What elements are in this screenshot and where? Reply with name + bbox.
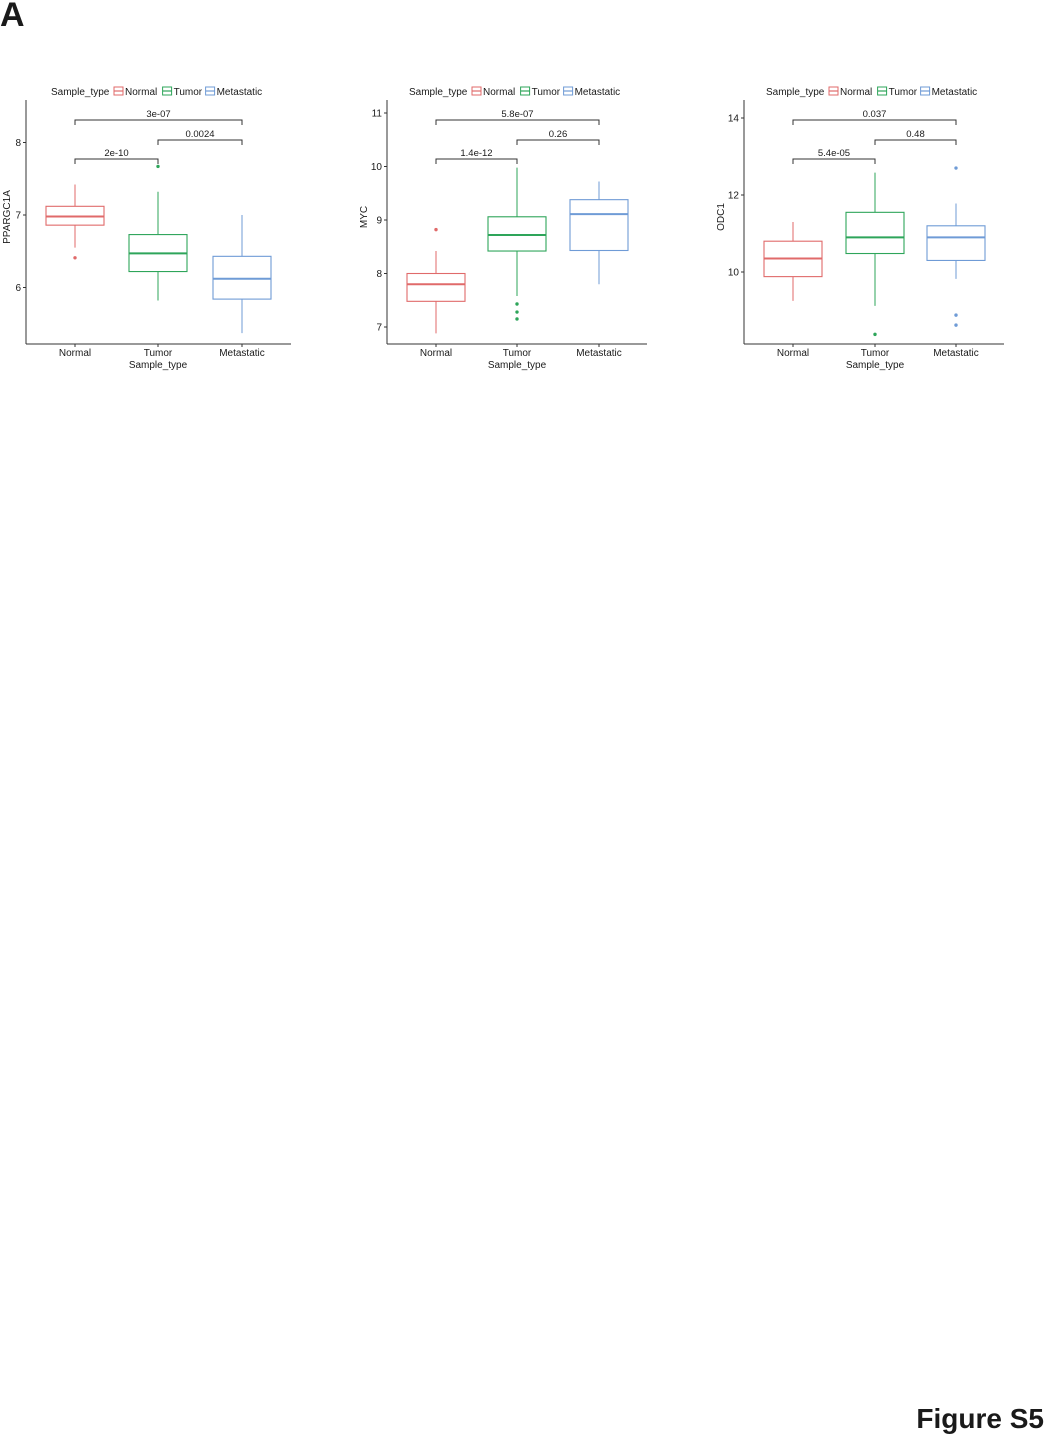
iqr-box xyxy=(569,199,629,252)
legend-label: Tumor xyxy=(174,87,203,98)
x-axis-label: Sample_type xyxy=(488,360,547,371)
outlier-point xyxy=(73,256,77,260)
legend: Sample_type Normal Tumor Metastatic xyxy=(766,86,978,98)
outlier-point xyxy=(873,332,877,337)
box-normal xyxy=(406,227,466,334)
outlier-point xyxy=(954,166,958,170)
p-value-label: 0.26 xyxy=(549,129,568,140)
legend: Sample_type Normal Tumor Metastatic xyxy=(51,86,263,98)
outlier-point xyxy=(954,313,958,317)
y-axis-label: PPARGC1A xyxy=(2,190,13,244)
x-tick-label: Tumor xyxy=(861,348,890,359)
x-tick-label: Tumor xyxy=(503,348,532,359)
legend-label: Normal xyxy=(483,87,515,98)
iqr-box xyxy=(406,272,466,302)
p-value-label: 5.4e-05 xyxy=(818,148,850,159)
legend-label: Tumor xyxy=(532,87,561,98)
legend-title: Sample_type xyxy=(766,87,825,98)
significance-bracket: 1.4e-12 xyxy=(435,148,518,164)
legend-key-normal: Normal xyxy=(471,86,515,98)
iqr-box xyxy=(926,225,986,262)
x-tick-label: Metastatic xyxy=(933,348,979,359)
y-tick-label: 11 xyxy=(372,109,383,120)
x-tick-label: Tumor xyxy=(144,348,173,359)
legend-label: Metastatic xyxy=(575,87,621,98)
significance-bracket: 0.0024 xyxy=(157,129,243,145)
box-tumor xyxy=(128,164,188,301)
legend-title: Sample_type xyxy=(51,87,110,98)
y-tick-label: 8 xyxy=(15,138,21,149)
significance-bracket: 3e-07 xyxy=(74,109,243,125)
legend-key-tumor: Tumor xyxy=(162,86,203,98)
p-value-label: 3e-07 xyxy=(146,109,170,120)
x-tick-label: Metastatic xyxy=(576,348,622,359)
legend-key-tumor: Tumor xyxy=(520,86,561,98)
p-value-label: 1.4e-12 xyxy=(460,148,492,159)
legend-label: Normal xyxy=(840,87,872,98)
box-metastatic xyxy=(569,181,629,285)
legend-label: Metastatic xyxy=(932,87,978,98)
x-tick-label: Normal xyxy=(420,348,452,359)
legend-title: Sample_type xyxy=(409,87,468,98)
significance-bracket: 0.48 xyxy=(874,129,957,145)
y-tick-label: 8 xyxy=(376,269,382,280)
boxplot-panels: Sample_type Normal Tumor Metastatic 6 7 8 PPARG… xyxy=(2,86,1004,371)
p-value-label: 5.8e-07 xyxy=(501,109,533,120)
significance-bracket: 5.8e-07 xyxy=(435,109,600,125)
y-tick-label: 12 xyxy=(728,191,740,202)
chart-myc: Sample_type Normal Tumor Metastatic 7 8 9 10 11 M… xyxy=(359,86,647,371)
iqr-box xyxy=(487,216,547,252)
x-tick-label: Normal xyxy=(777,348,809,359)
outlier-point xyxy=(954,323,958,327)
outlier-point xyxy=(515,317,519,321)
chart-odc1: Sample_type Normal Tumor Metastatic 10 12 14 OD… xyxy=(716,86,1004,371)
legend-key-metastatic: Metastatic xyxy=(920,86,978,98)
x-axis-label: Sample_type xyxy=(846,360,905,371)
p-value-label: 0.037 xyxy=(863,109,887,120)
outlier-point xyxy=(156,164,160,169)
iqr-box xyxy=(845,211,905,255)
y-axis-label: ODC1 xyxy=(716,203,727,231)
x-tick-label: Metastatic xyxy=(219,348,265,359)
y-tick-label: 10 xyxy=(371,162,383,173)
y-axis-label: MYC xyxy=(359,206,370,228)
box-tumor xyxy=(487,167,547,321)
legend-key-normal: Normal xyxy=(828,86,872,98)
p-value-label: 0.0024 xyxy=(185,129,214,140)
figure-label: Figure S5 xyxy=(916,1403,1044,1434)
legend: Sample_type Normal Tumor Metastatic xyxy=(409,86,621,98)
outlier-point xyxy=(515,302,519,306)
significance-bracket: 5.4e-05 xyxy=(792,148,876,164)
y-tick-label: 7 xyxy=(15,211,21,222)
iqr-box xyxy=(212,255,272,300)
x-axis-label: Sample_type xyxy=(129,360,188,371)
box-tumor xyxy=(845,172,905,337)
legend-label: Tumor xyxy=(889,87,918,98)
legend-key-metastatic: Metastatic xyxy=(563,86,621,98)
y-tick-label: 6 xyxy=(15,283,21,294)
legend-label: Metastatic xyxy=(217,87,263,98)
significance-bracket: 0.037 xyxy=(792,109,957,125)
box-normal xyxy=(45,184,105,260)
legend-label: Normal xyxy=(125,87,157,98)
significance-bracket: 0.26 xyxy=(516,129,600,145)
panel-label: A xyxy=(0,0,25,34)
y-tick-label: 10 xyxy=(728,268,740,279)
legend-key-tumor: Tumor xyxy=(877,86,918,98)
x-tick-label: Normal xyxy=(59,348,91,359)
box-normal xyxy=(763,221,823,301)
box-metastatic xyxy=(212,215,272,334)
y-tick-label: 14 xyxy=(728,114,740,125)
outlier-point xyxy=(434,227,438,232)
y-tick-label: 9 xyxy=(376,216,382,227)
p-value-label: 2e-10 xyxy=(104,148,128,159)
legend-key-metastatic: Metastatic xyxy=(205,86,263,98)
p-value-label: 0.48 xyxy=(906,129,925,140)
significance-bracket: 2e-10 xyxy=(74,148,159,164)
outlier-point xyxy=(515,310,519,314)
legend-key-normal: Normal xyxy=(113,86,157,98)
box-metastatic xyxy=(926,166,986,327)
y-tick-label: 7 xyxy=(376,323,382,334)
chart-ppargc1a: Sample_type Normal Tumor Metastatic 6 7 8 PPARG… xyxy=(2,86,291,371)
